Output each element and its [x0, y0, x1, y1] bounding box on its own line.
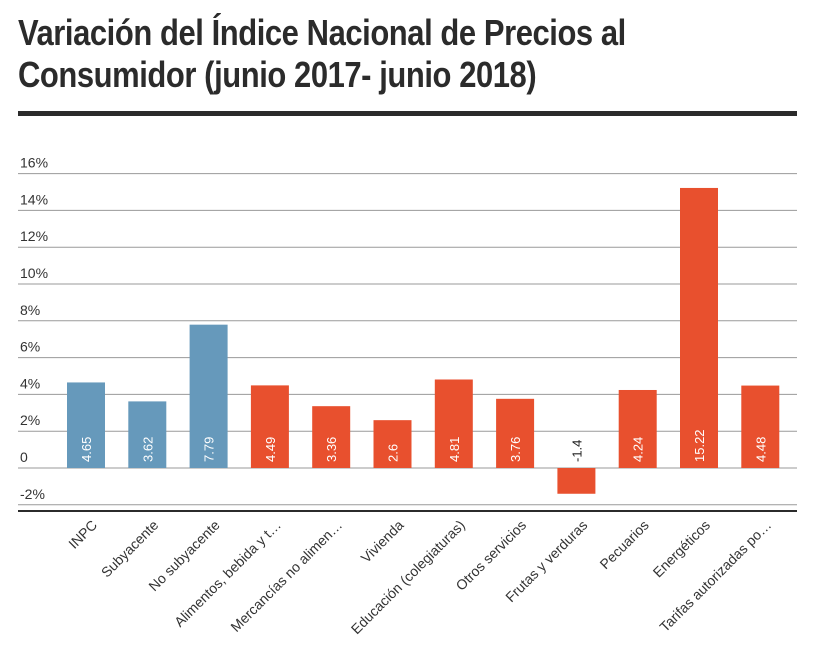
- data-label: 4.49: [263, 437, 278, 462]
- x-tick-label: Pecuarios: [596, 517, 651, 572]
- bar: [250, 385, 289, 468]
- x-tick-label: INPC: [65, 517, 100, 552]
- y-tick-label: 2%: [20, 412, 40, 428]
- bar: [557, 468, 596, 494]
- bar: [128, 401, 167, 468]
- y-tick-label: 12%: [20, 228, 48, 244]
- chart-title: Variación del Índice Nacional de Precios…: [18, 12, 689, 96]
- y-tick-label: 10%: [20, 265, 48, 281]
- chart-title-line-2: Consumidor (junio 2017- junio 2018): [18, 54, 537, 95]
- y-axis-ticks: -2% 0 2% 4% 6% 8% 10% 12% 14% 16%: [20, 155, 48, 502]
- title-divider: [18, 111, 797, 116]
- data-label: 7.79: [202, 437, 217, 462]
- data-label: 3.36: [324, 437, 339, 462]
- x-tick-label: Educación (colegiaturas): [348, 517, 468, 637]
- y-tick-label: 4%: [20, 375, 40, 391]
- bar: [496, 398, 535, 468]
- bars: [67, 187, 780, 494]
- y-tick-label: 16%: [20, 155, 48, 171]
- y-tick-label: 0: [20, 449, 28, 465]
- x-tick-label: Mercancías no alimen…: [227, 517, 345, 635]
- y-tick-label: 8%: [20, 302, 40, 318]
- bar: [618, 389, 657, 468]
- bar: [189, 324, 228, 468]
- data-label: 15.22: [692, 429, 707, 462]
- data-labels: 4.65 3.62 7.79 4.49 3.36 2.6 4.81 3.76 -1.4 4.24 1…: [79, 429, 768, 462]
- x-tick-label: Energéticos: [650, 517, 714, 581]
- y-tick-label: -2%: [20, 486, 45, 502]
- chart-title-line-1: Variación del Índice Nacional de Precios…: [18, 12, 626, 53]
- y-tick-label: 14%: [20, 191, 48, 207]
- data-label: 4.48: [753, 437, 768, 462]
- data-label: 3.62: [140, 437, 155, 462]
- data-label: 2.6: [386, 444, 401, 462]
- x-tick-label: Subyacente: [98, 517, 162, 581]
- data-label: -1.4: [569, 440, 584, 462]
- x-tick-label: Vivienda: [358, 517, 407, 566]
- data-label: 4.65: [79, 437, 94, 462]
- y-tick-label: 6%: [20, 339, 40, 355]
- x-tick-label: Tarifas autorizadas po…: [656, 517, 774, 635]
- bar: [434, 379, 473, 468]
- bar: [373, 420, 412, 468]
- bar: [67, 382, 105, 468]
- data-label: 4.24: [631, 437, 646, 462]
- bar: [680, 187, 718, 468]
- data-label: 3.76: [508, 437, 523, 462]
- x-tick-label: Alimentos, bebida y t…: [171, 517, 284, 630]
- bar: [312, 406, 351, 468]
- data-label: 4.81: [447, 437, 462, 462]
- bar: [741, 385, 780, 468]
